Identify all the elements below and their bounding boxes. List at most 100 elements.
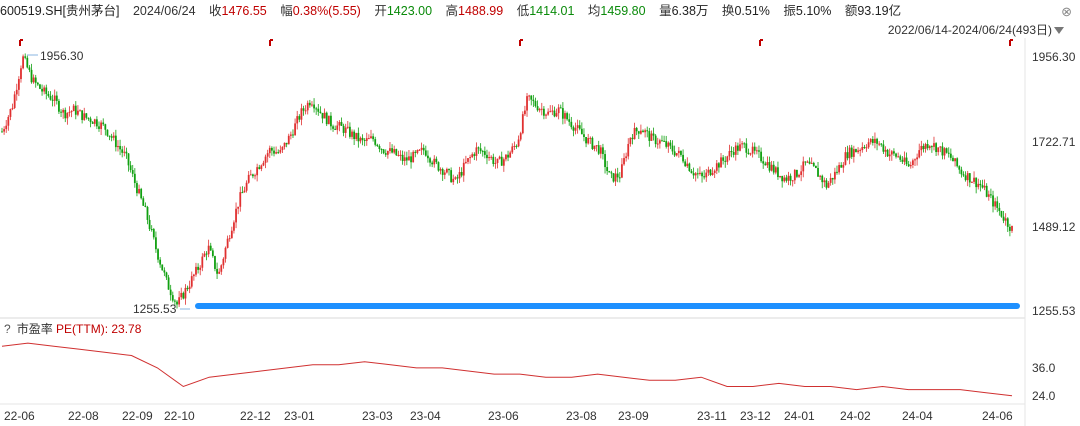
candle-body — [973, 177, 975, 182]
candle-body — [840, 165, 843, 168]
pe-value: PE(TTM): 23.78 — [56, 322, 142, 336]
candle-body — [517, 139, 520, 147]
x-tick-label-8: 23-06 — [488, 409, 519, 423]
candle-body — [159, 259, 162, 265]
indicator-name[interactable]: 市盈率 — [16, 322, 53, 336]
candle-body — [599, 147, 602, 154]
candle-body — [268, 147, 271, 154]
candle-body — [363, 139, 366, 141]
candle-body — [726, 156, 729, 162]
candle-body — [349, 126, 351, 137]
candle-body — [555, 113, 558, 117]
candle-body — [148, 219, 151, 230]
candle-body — [327, 115, 330, 125]
candle-body — [852, 149, 855, 157]
candle-body — [110, 136, 113, 138]
date-range-selector[interactable]: 2022/06/14-2024/06/24(493日) — [888, 21, 1064, 38]
candle-body — [15, 89, 18, 95]
candle-body — [376, 144, 379, 147]
candle-body — [591, 137, 594, 150]
candle-body — [635, 127, 638, 132]
candle-body — [966, 173, 969, 181]
candle-body — [136, 183, 138, 194]
candle-body — [625, 156, 628, 159]
candle-body — [102, 122, 105, 125]
low-value: 1414.01 — [529, 4, 575, 18]
candle-body — [633, 127, 636, 140]
candle-body — [245, 182, 248, 191]
candle-body — [477, 147, 480, 149]
candle-body — [715, 163, 718, 171]
candle-body — [781, 175, 784, 182]
candle-body — [431, 162, 434, 165]
volume-label: 量 — [659, 4, 672, 18]
candle-body — [589, 137, 592, 139]
candle-body — [45, 87, 48, 94]
candle-body — [597, 145, 600, 154]
candle-body — [671, 145, 674, 152]
candle-body — [505, 154, 507, 160]
candle-body — [994, 201, 997, 207]
candle-body — [688, 163, 691, 172]
candle-body — [602, 147, 604, 155]
candle-body — [648, 131, 651, 141]
candle-body — [833, 171, 836, 180]
close-icon[interactable]: ⊗ — [1061, 4, 1072, 19]
candle-body — [397, 155, 400, 157]
candle-body — [336, 125, 339, 130]
candle-body — [990, 194, 992, 196]
candle-body — [637, 131, 640, 134]
candle-body — [380, 149, 383, 151]
candle-body — [871, 139, 874, 143]
candle-body — [578, 125, 581, 129]
candle-body — [17, 79, 20, 90]
candle-body — [692, 173, 695, 176]
candle-body — [964, 175, 967, 181]
candle-body — [855, 149, 857, 153]
candle-body — [446, 168, 448, 173]
candle-body — [823, 180, 826, 183]
candle-body — [694, 173, 697, 176]
candle-body — [553, 110, 556, 117]
candle-body — [621, 164, 623, 178]
candle-body — [779, 175, 781, 178]
candle-body — [720, 157, 722, 168]
candle-body — [857, 150, 859, 153]
candle-body — [551, 110, 554, 112]
candle-body — [743, 143, 746, 145]
candle-body — [313, 104, 315, 109]
candle-body — [937, 147, 940, 153]
support-bar — [195, 303, 1020, 309]
candle-body — [639, 130, 642, 134]
close-value: 1476.55 — [221, 4, 267, 18]
pe-tick-label-0: 36.0 — [1032, 361, 1056, 375]
candle-body — [405, 157, 408, 161]
candle-body — [180, 292, 183, 298]
event-markers — [19, 39, 1013, 46]
candle-body — [340, 122, 343, 126]
candle-body — [711, 173, 714, 175]
candle-body — [68, 111, 71, 113]
candle-body — [317, 108, 320, 112]
candle-body — [209, 245, 212, 251]
candle-body — [909, 164, 912, 167]
help-icon[interactable]: ? — [4, 322, 11, 336]
candle-body — [420, 147, 423, 150]
candle-body — [469, 157, 472, 159]
candle-body — [791, 180, 794, 182]
candle-body — [540, 108, 543, 110]
stock-code[interactable]: 600519.SH[贵州茅台] — [0, 4, 120, 18]
candle-body — [197, 266, 199, 270]
candle-body — [1, 131, 3, 133]
candle-body — [502, 159, 505, 166]
candle-body — [977, 183, 980, 188]
indicator-bar: ? 市盈率 PE(TTM): 23.78 — [4, 320, 141, 337]
candle-body — [933, 143, 935, 147]
candle-body — [437, 162, 440, 171]
candle-body — [595, 145, 598, 147]
candle-body — [538, 109, 541, 111]
volume-value: 6.38万 — [671, 4, 709, 18]
candle-body — [294, 123, 296, 136]
candle-body — [283, 142, 286, 147]
